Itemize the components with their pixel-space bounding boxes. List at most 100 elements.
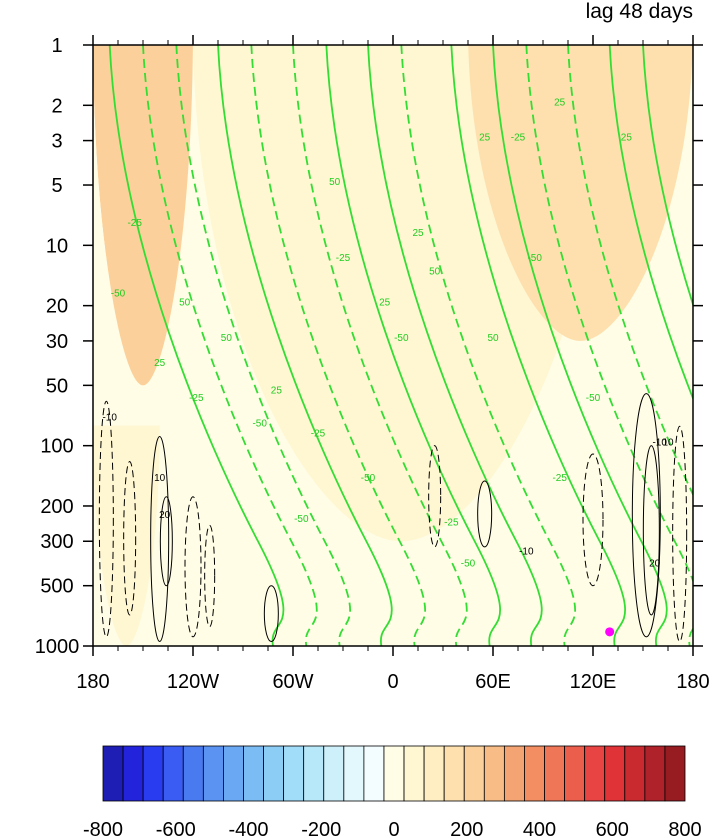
colorbar-box [363, 745, 385, 802]
green-contour-label: -25 [336, 253, 351, 264]
green-contour-label: -50 [394, 333, 409, 344]
green-contour-label: 50 [221, 333, 233, 344]
green-contour-label: 50 [179, 298, 191, 309]
colorbar-box [263, 745, 285, 802]
colorbar-box [644, 745, 666, 802]
black-contour-8 [477, 480, 493, 548]
colorbar-box [142, 745, 164, 802]
green-contour-label: 25 [621, 133, 633, 144]
green-contour-13 [608, 45, 693, 401]
green-contour-label: -50 [294, 514, 309, 525]
y-tick-label: 2 [51, 95, 62, 117]
green-contour-4 [250, 45, 426, 646]
x-tick-label: 120W [167, 671, 219, 693]
green-contour-0 [108, 45, 285, 646]
colorbar-tick-label: 0 [388, 819, 399, 838]
green-contour-label: -50 [586, 393, 601, 404]
shaded-region-7 [93, 425, 160, 646]
colorbar-tick-labels: -800 -600 -400 -200 0 200 400 600 800 [83, 819, 702, 838]
colorbar-box [463, 745, 485, 802]
x-tick-label: 60E [475, 671, 511, 693]
green-contour-label: -50 [111, 288, 126, 299]
y-tick-label: 3 [51, 131, 62, 153]
green-contour-12 [567, 45, 693, 497]
colorbar-box [122, 745, 144, 802]
black-contour-label: 20 [649, 558, 661, 569]
y-tick-label: 500 [40, 576, 73, 598]
black-contour-10 [631, 393, 661, 638]
colorbar-box [102, 745, 124, 802]
black-contour-label: 20 [159, 510, 171, 521]
green-contour-7 [367, 45, 543, 646]
black-contour-label: -10 [652, 438, 667, 449]
colorbar-box [604, 745, 626, 802]
colorbar-box [524, 745, 545, 802]
colorbar-box [483, 745, 505, 802]
green-contour-label: 50 [329, 177, 341, 188]
black-contour-label: -10 [519, 547, 534, 558]
y-tick-label: 100 [40, 436, 73, 458]
green-contour-label: -25 [127, 218, 142, 229]
green-contour-label: 25 [154, 358, 166, 369]
colorbar-box [664, 745, 686, 802]
black-contour-11 [642, 445, 660, 616]
green-contour-lines [108, 45, 693, 646]
black-contour-3 [159, 496, 173, 587]
colorbar [102, 745, 686, 802]
colorbar-tick-label: -800 [83, 819, 123, 838]
y-tick-label: 5 [51, 175, 62, 197]
black-contour-5 [204, 524, 216, 628]
colorbar-tick-label: 800 [668, 819, 701, 838]
x-tick-label: 60W [272, 671, 313, 693]
black-contour-label: -10 [102, 413, 117, 424]
green-contour-label: 25 [554, 97, 566, 108]
black-contour-7 [428, 445, 442, 548]
x-tick-label: 120E [570, 671, 617, 693]
green-contour-label: 50 [429, 267, 441, 278]
y-tick-label: 200 [40, 496, 73, 518]
green-contour-10 [492, 45, 668, 646]
colorbar-box [564, 745, 586, 802]
colorbar-box [383, 745, 405, 802]
location-marker [605, 627, 615, 637]
colorbar-tick-label: 400 [523, 819, 556, 838]
green-contour-label: -25 [552, 473, 567, 484]
colorbar-tick-label: -200 [301, 819, 341, 838]
green-contour-label: -50 [527, 253, 542, 264]
colorbar-box [202, 745, 224, 802]
green-contour-label: -25 [311, 428, 326, 439]
green-contour-14 [642, 45, 693, 308]
y-tick-label: 30 [46, 331, 68, 353]
y-tick-label: 300 [40, 531, 73, 553]
y-tick-label: 10 [46, 235, 68, 257]
black-contour-label: 10 [662, 438, 674, 449]
green-contour-label: 25 [479, 133, 491, 144]
green-contour-label: -50 [461, 558, 476, 569]
colorbar-box [544, 745, 565, 802]
colorbar-box [403, 745, 425, 802]
green-contour-9 [450, 45, 626, 646]
colorbar-tick-label: -400 [228, 819, 268, 838]
black-contour-1 [123, 461, 137, 616]
green-contour-2 [175, 45, 351, 646]
green-contour-label: 25 [379, 298, 391, 309]
y-tick-label: 1 [51, 35, 62, 57]
colorbar-box [624, 745, 646, 802]
black-contour-0 [98, 400, 114, 638]
y-tick-label: 50 [46, 375, 68, 397]
colorbar-box [584, 745, 606, 802]
shaded-region-11 [468, 45, 693, 341]
green-contour-6 [325, 45, 501, 646]
x-axis: 180 120W 60W 0 60E 120E 180 [76, 35, 710, 693]
green-contour-label: -50 [361, 473, 376, 484]
colorbar-box [182, 745, 204, 802]
green-contour-1 [142, 45, 318, 646]
green-contour-5 [292, 45, 468, 646]
black-contour-lines [98, 393, 688, 643]
colorbar-box [303, 745, 325, 802]
green-contour-label: -25 [511, 133, 526, 144]
plot-area: -50 -25 25 50 -25 50 -50 25 -50 -25 50 -25 -50 25 -50 2… [93, 45, 693, 646]
black-contour-9 [582, 453, 604, 587]
colorbar-box [423, 745, 445, 802]
